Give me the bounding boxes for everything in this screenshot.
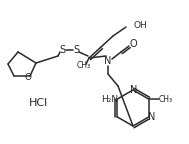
Text: S: S xyxy=(73,45,79,55)
Text: O: O xyxy=(129,39,137,49)
Text: N: N xyxy=(104,56,112,66)
Text: CH₃: CH₃ xyxy=(159,94,173,104)
Text: HCl: HCl xyxy=(28,98,48,108)
Text: CH₃: CH₃ xyxy=(77,60,91,70)
Text: S: S xyxy=(59,45,65,55)
Text: H₂N: H₂N xyxy=(101,95,118,105)
Text: N: N xyxy=(148,112,155,122)
Text: O: O xyxy=(25,73,32,83)
Text: N: N xyxy=(130,85,138,95)
Text: OH: OH xyxy=(134,21,148,31)
